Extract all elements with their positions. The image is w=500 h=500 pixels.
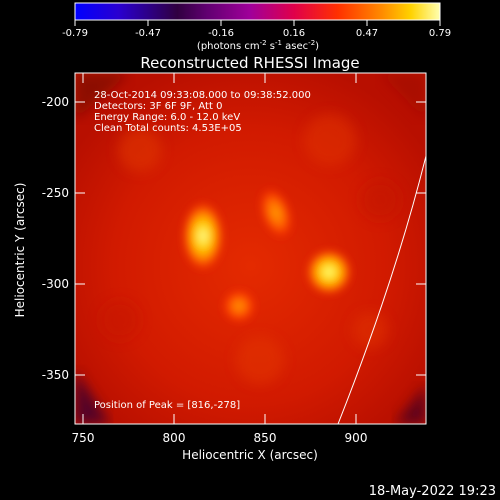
- plot-title: Reconstructed RHESSI Image: [140, 54, 359, 72]
- axis-ticks: [75, 73, 426, 424]
- y-tick-label: -300: [42, 277, 69, 291]
- info-line-energy-range: Energy Range: 6.0 - 12.0 keV: [94, 112, 240, 123]
- dark-corner: [395, 385, 426, 424]
- x-axis-label: Heliocentric X (arcsec): [182, 448, 318, 462]
- y-tick-label: -250: [42, 186, 69, 200]
- colorbar-tick-label: 0.47: [356, 28, 378, 39]
- plot-timestamp: 18-May-2022 19:23: [369, 484, 496, 499]
- colorbar-tick-label: -0.47: [135, 28, 161, 39]
- x-tick-label: 900: [345, 431, 368, 445]
- colorbar-tick-label: 0.16: [283, 28, 305, 39]
- colorbar-gradient: [74, 2, 441, 21]
- source-upper-middle: [258, 186, 294, 240]
- colorbar-units: (photons cm-2 s-1 asec-2): [197, 39, 319, 52]
- source-peak-left: [181, 200, 225, 272]
- observation-info: 28-Oct-2014 09:33:08.000 to 09:38:52.000…: [94, 90, 311, 134]
- colorbar-ticks: [74, 20, 441, 26]
- colorbar: -0.79 -0.47 -0.16 0.16 0.47 0.79 (photon…: [62, 2, 451, 52]
- y-tick-label: -350: [42, 368, 69, 382]
- colorbar-tick-label: -0.16: [208, 28, 234, 39]
- source-lower-middle: [221, 288, 257, 324]
- x-tick-label: 850: [254, 431, 277, 445]
- info-line-clean-counts: Clean Total counts: 4.53E+05: [94, 123, 242, 134]
- plot-frame: [74, 72, 427, 425]
- dark-corner: [75, 73, 130, 120]
- colorbar-tick-label: 0.79: [429, 28, 451, 39]
- x-tick-label: 750: [72, 431, 95, 445]
- dark-corner: [380, 73, 426, 120]
- colorbar-tick-label: -0.79: [62, 28, 88, 39]
- y-axis-label: Heliocentric Y (arcsec): [13, 183, 27, 318]
- background-mottling: [100, 114, 400, 384]
- x-tick-label: 800: [163, 431, 186, 445]
- solar-limb-line: [337, 155, 426, 424]
- xray-sources: [181, 186, 353, 324]
- dark-corner: [75, 370, 110, 424]
- source-right: [305, 248, 353, 296]
- rhessi-image-field: [75, 73, 426, 424]
- info-line-detectors: Detectors: 3F 6F 9F, Att 0: [94, 101, 222, 112]
- info-line-time-range: 28-Oct-2014 09:33:08.000 to 09:38:52.000: [94, 90, 311, 101]
- peak-position-label: Position of Peak = [816,-278]: [94, 400, 240, 411]
- y-tick-label: -200: [42, 95, 69, 109]
